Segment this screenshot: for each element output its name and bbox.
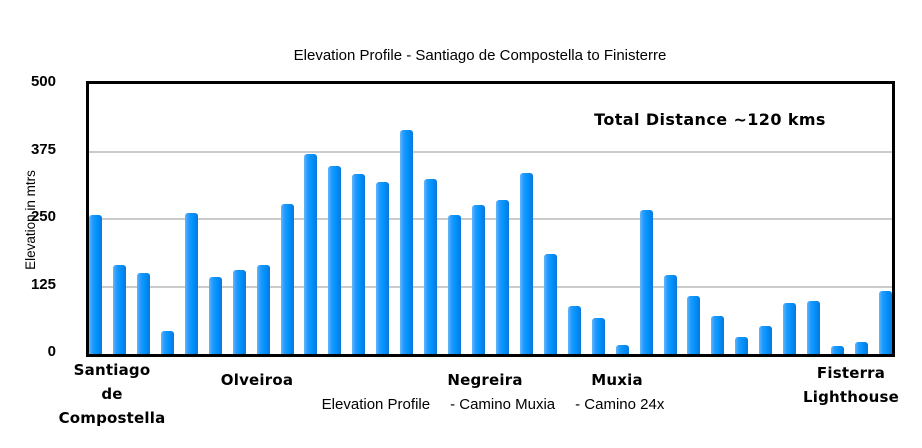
caption-part: - Camino Muxia — [450, 396, 556, 413]
elevation-bar — [495, 199, 509, 354]
x-section-label: Santiago — [73, 361, 151, 379]
x-section-label: Olveiroa — [220, 371, 294, 389]
elevation-bar — [831, 345, 845, 354]
total-distance-annotation: Total Distance ~120 kms — [594, 110, 826, 129]
elevation-bar — [663, 274, 677, 354]
elevation-bar — [184, 212, 198, 354]
elevation-bar — [855, 342, 869, 354]
y-tick-label: 250 — [30, 208, 56, 225]
elevation-bar — [376, 182, 390, 354]
elevation-bar — [89, 214, 102, 354]
elevation-bar — [352, 174, 366, 354]
x-section-label: Lighthouse — [802, 388, 900, 406]
elevation-bar — [639, 210, 653, 354]
elevation-bar — [591, 317, 605, 354]
elevation-bar — [711, 316, 725, 354]
gridline-250 — [89, 218, 892, 220]
elevation-bar — [424, 179, 438, 354]
x-section-label: Fisterra — [816, 364, 886, 382]
elevation-bar — [328, 166, 342, 354]
elevation-bar — [136, 273, 150, 354]
x-section-label: Negreira — [447, 371, 523, 389]
x-section-label: Compostella — [58, 409, 166, 427]
elevation-bar — [519, 172, 533, 354]
elevation-bar — [400, 129, 414, 354]
elevation-bar — [687, 296, 701, 354]
plot-inner — [89, 84, 892, 354]
elevation-bar — [567, 306, 581, 354]
x-section-label: Muxia — [591, 371, 643, 389]
chart-title: Elevation Profile - Santiago de Composte… — [293, 47, 667, 64]
elevation-bar — [759, 325, 773, 354]
elevation-bar — [543, 254, 557, 354]
caption-part: Elevation Profile — [321, 396, 431, 413]
elevation-bar — [304, 153, 318, 354]
elevation-bar — [472, 204, 486, 354]
elevation-bar — [112, 264, 126, 354]
elevation-bar — [160, 330, 174, 354]
elevation-bar — [232, 270, 246, 354]
elevation-bar — [807, 301, 821, 354]
gridline-375 — [89, 150, 892, 153]
y-tick-label: 125 — [30, 275, 56, 293]
elevation-bar — [735, 337, 749, 354]
elevation-bar — [256, 264, 270, 354]
gridline-125 — [89, 285, 892, 288]
elevation-bar — [208, 277, 222, 354]
caption-part: - Camino 24x — [575, 396, 665, 413]
elevation-bar — [448, 215, 462, 354]
elevation-bar — [783, 302, 797, 354]
y-tick-label: 375 — [30, 140, 56, 158]
elevation-bar — [879, 291, 892, 354]
elevation-bar — [615, 345, 629, 354]
y-tick-label: 500 — [30, 73, 56, 90]
plot-area — [86, 81, 895, 357]
elevation-bar — [280, 204, 294, 354]
y-tick-label: 0 — [47, 343, 56, 360]
x-section-label: de — [101, 385, 123, 403]
chart-caption: Elevation Profile - Camino Muxia - Camino … — [322, 396, 665, 413]
